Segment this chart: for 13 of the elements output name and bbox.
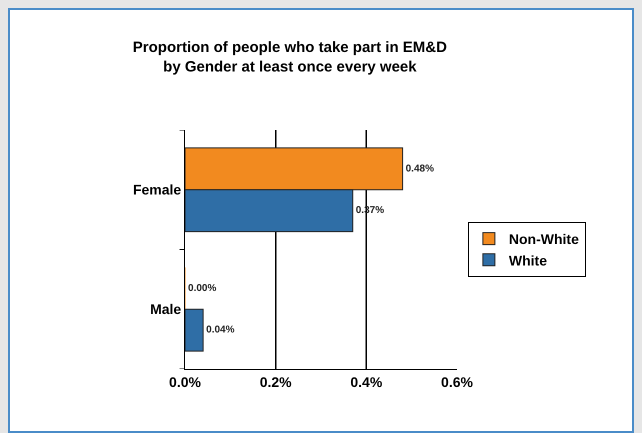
data-label: 0.00%	[188, 282, 216, 294]
x-tick-label: 0.6%	[441, 374, 474, 390]
legend-label: Non-White	[508, 231, 580, 248]
bar	[185, 308, 204, 352]
legend-label: White	[508, 252, 548, 268]
y-tick-label: Male	[150, 301, 182, 318]
data-label: 0.48%	[406, 163, 434, 174]
chart-title: Proportion of people who take part in EM&D by Gender at least once every week	[132, 39, 448, 76]
x-tick-label: 0.0%	[169, 374, 202, 390]
data-label: 0.04%	[206, 324, 235, 336]
y-tick-label: Female	[132, 182, 182, 198]
x-tick-label: 0.2%	[260, 374, 292, 390]
x-tick-label: 0.4%	[350, 374, 383, 390]
